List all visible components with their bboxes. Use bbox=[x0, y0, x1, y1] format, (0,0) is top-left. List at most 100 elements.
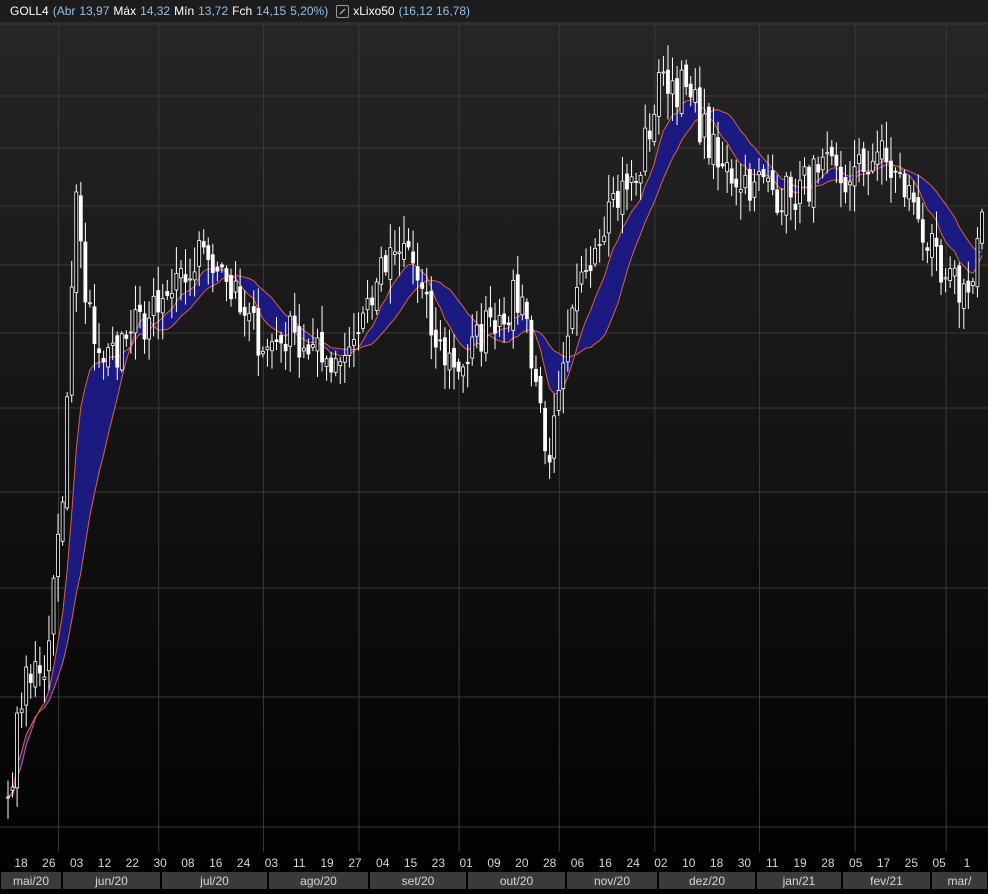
candle-body bbox=[711, 133, 716, 166]
candle-body bbox=[388, 247, 393, 280]
candle-body bbox=[934, 237, 939, 247]
candle-body bbox=[570, 307, 575, 330]
candle-body bbox=[233, 280, 238, 293]
month-label: mar/ bbox=[948, 874, 973, 888]
candle-body bbox=[520, 296, 525, 316]
symbol-label[interactable]: GOLL4 bbox=[10, 4, 49, 18]
candle-body bbox=[697, 87, 702, 143]
candle-body bbox=[829, 146, 834, 157]
candle-body bbox=[670, 80, 675, 95]
candle-body bbox=[720, 163, 725, 167]
candle-body bbox=[593, 247, 598, 265]
candle-body bbox=[506, 322, 511, 325]
candle-body bbox=[597, 244, 602, 246]
candle-body bbox=[524, 301, 529, 319]
candle-body bbox=[638, 175, 643, 184]
candle-body bbox=[925, 247, 930, 251]
indicator-settings-icon[interactable] bbox=[336, 4, 350, 18]
x-tick-label: 28 bbox=[543, 856, 557, 870]
candle-body bbox=[565, 335, 570, 363]
candle-body bbox=[238, 286, 243, 313]
candle-body bbox=[51, 577, 56, 635]
candle-body bbox=[210, 254, 215, 274]
candle-body bbox=[911, 192, 916, 203]
candle-body bbox=[229, 275, 233, 300]
close-value: 14,15 bbox=[256, 4, 287, 18]
candle-body bbox=[370, 297, 375, 306]
candle-body bbox=[324, 358, 329, 367]
candle-body bbox=[215, 266, 220, 272]
candle-body bbox=[930, 233, 934, 258]
candles bbox=[6, 45, 984, 819]
candle-body bbox=[643, 127, 648, 172]
candle-body bbox=[479, 324, 484, 352]
candle-body bbox=[338, 361, 343, 366]
candle-body bbox=[716, 137, 720, 168]
x-tick-label: 05 bbox=[932, 856, 946, 870]
candle-body bbox=[752, 181, 757, 198]
candle-body bbox=[283, 344, 288, 352]
candle-body bbox=[798, 179, 802, 205]
candle-body bbox=[770, 170, 775, 190]
candle-body bbox=[907, 185, 912, 200]
candle-body bbox=[679, 69, 684, 114]
candle-body bbox=[857, 154, 862, 164]
candle-body bbox=[438, 339, 443, 342]
candle-body bbox=[916, 197, 921, 220]
candle-body bbox=[128, 331, 133, 334]
candle-body bbox=[588, 265, 593, 272]
candle-body bbox=[74, 191, 79, 293]
candle-body bbox=[347, 346, 352, 356]
candle-body bbox=[952, 267, 957, 277]
candle-body bbox=[179, 268, 183, 279]
candle-body bbox=[561, 362, 566, 389]
month-band bbox=[659, 872, 755, 889]
candle-body bbox=[392, 251, 397, 255]
candle-body bbox=[848, 181, 852, 186]
chart-header: GOLL4 (Abr 13,97 Máx 14,32 Mín 13,72 Fch… bbox=[0, 0, 988, 23]
month-band bbox=[567, 872, 657, 889]
candle-body bbox=[169, 293, 174, 299]
candle-body bbox=[97, 348, 101, 354]
candle-body bbox=[247, 312, 252, 322]
month-band bbox=[1, 872, 61, 889]
candle-body bbox=[106, 347, 111, 368]
candle-body bbox=[661, 71, 666, 74]
candle-body bbox=[961, 283, 966, 309]
candle-body bbox=[761, 168, 766, 178]
x-tick-label: 19 bbox=[320, 856, 334, 870]
candle-body bbox=[365, 298, 370, 311]
candle-body bbox=[875, 151, 880, 165]
candle-body bbox=[383, 255, 388, 273]
candle-body bbox=[497, 315, 502, 327]
candle-body bbox=[411, 251, 415, 264]
candle-body bbox=[902, 173, 907, 198]
candle-body bbox=[406, 240, 411, 248]
candle-body bbox=[320, 331, 324, 363]
candle-body bbox=[110, 342, 115, 346]
candle-body bbox=[201, 241, 206, 248]
candle-body bbox=[738, 189, 743, 193]
x-tick-label: 08 bbox=[181, 856, 195, 870]
candle-body bbox=[224, 268, 229, 282]
candle-body bbox=[374, 281, 379, 311]
x-tick-label: 11 bbox=[293, 856, 306, 870]
candle-body bbox=[625, 173, 629, 190]
candle-body bbox=[288, 315, 293, 347]
candle-body bbox=[188, 278, 192, 281]
x-tick-label: 24 bbox=[237, 856, 251, 870]
x-tick-label: 11 bbox=[766, 856, 779, 870]
candle-body bbox=[174, 273, 179, 291]
candle-body bbox=[333, 358, 338, 373]
x-tick-label: 02 bbox=[654, 856, 668, 870]
candle-body bbox=[702, 113, 707, 138]
candle-body bbox=[297, 326, 302, 358]
candle-body bbox=[852, 166, 857, 187]
candle-body bbox=[424, 291, 429, 295]
candle-body bbox=[242, 306, 247, 316]
indicator-name[interactable]: xLixo50 bbox=[353, 4, 395, 18]
candle-body bbox=[656, 72, 661, 117]
candle-body bbox=[65, 396, 70, 509]
